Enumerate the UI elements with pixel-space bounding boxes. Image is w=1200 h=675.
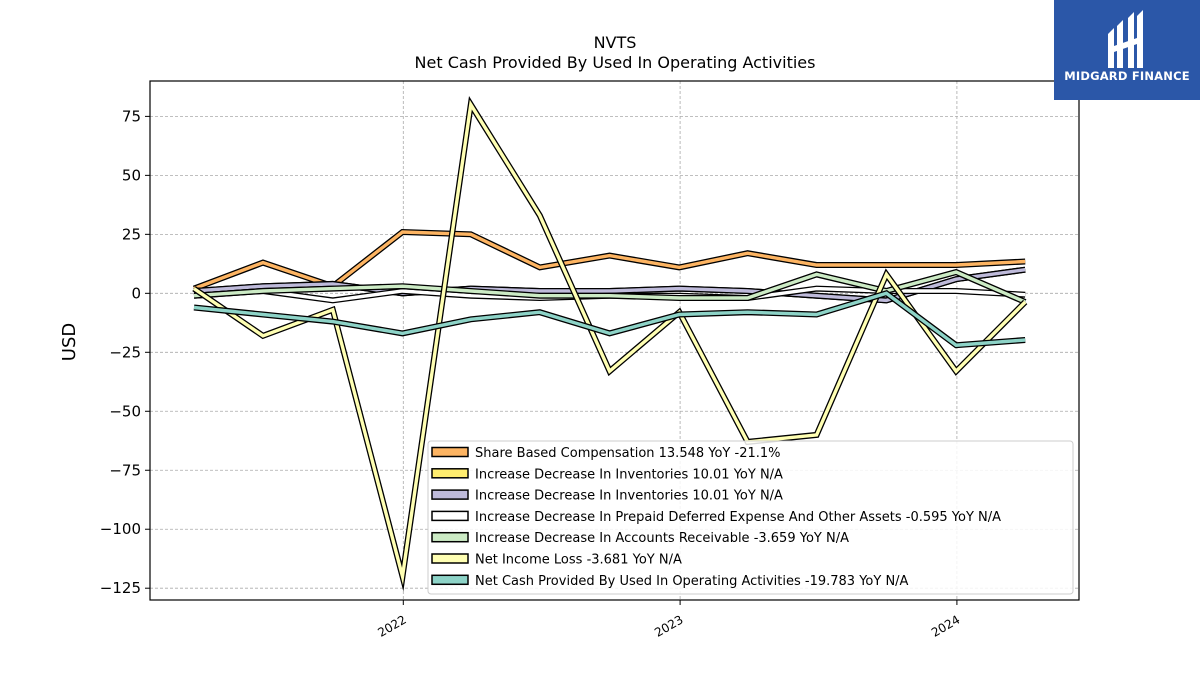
brand-logo: MIDGARD FINANCE	[1054, 0, 1200, 100]
x-tick-label: 2022	[375, 612, 408, 639]
legend: Share Based Compensation 13.548 YoY -21.…	[427, 440, 1074, 595]
legend-entry: Increase Decrease In Inventories 10.01 Y…	[475, 489, 783, 504]
y-tick-label: 25	[122, 225, 141, 243]
plot-frame	[149, 80, 1080, 601]
chart-title: NVTS	[594, 33, 637, 52]
legend-entry: Net Income Loss -3.681 YoY N/A	[475, 553, 682, 568]
legend-swatch	[431, 553, 469, 564]
y-tick-label: 50	[122, 166, 141, 184]
legend-entry: Increase Decrease In Accounts Receivable…	[475, 531, 849, 546]
series-lines	[192, 96, 1028, 592]
legend-swatch	[431, 574, 469, 586]
legend-entry: Increase Decrease In Prepaid Deferred Ex…	[475, 510, 1001, 525]
legend-swatch	[431, 510, 469, 522]
legend-swatch	[431, 446, 469, 458]
logo-text: MIDGARD FINANCE	[1064, 69, 1190, 83]
y-tick-label: −125	[100, 579, 141, 597]
legend-entry: Increase Decrease In Inventories 10.01 Y…	[475, 467, 783, 482]
logo-icon	[1108, 10, 1143, 68]
legend-entry: Share Based Compensation 13.548 YoY -21.…	[475, 446, 781, 461]
series-line-6	[193, 291, 1026, 347]
y-axis-label: USD	[59, 323, 80, 361]
y-tick-label: −25	[109, 343, 141, 361]
legend-swatch	[431, 468, 469, 479]
y-tick-label: −50	[109, 402, 141, 420]
legend-entry: Net Cash Provided By Used In Operating A…	[475, 574, 909, 589]
series-line-0	[193, 230, 1026, 291]
series-line-2	[193, 268, 1026, 303]
y-tick-label: 0	[131, 284, 141, 302]
legend-swatch	[431, 531, 469, 543]
series-line-5	[193, 99, 1027, 585]
chart-subtitle: Net Cash Provided By Used In Operating A…	[415, 53, 816, 72]
x-tick-label: 2024	[929, 612, 962, 639]
y-tick-label: −75	[109, 461, 141, 479]
y-tick-label: −100	[100, 520, 141, 538]
legend-swatch	[431, 489, 469, 500]
y-tick-label: 75	[122, 107, 141, 125]
x-tick-label: 2023	[652, 612, 685, 639]
legend-box	[427, 440, 1074, 595]
